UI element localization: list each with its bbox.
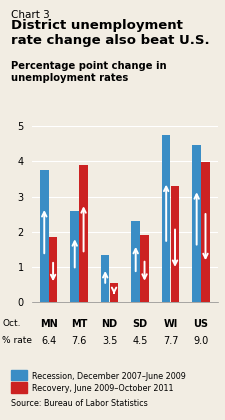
Bar (49, 237, 57, 302)
Text: % rate: % rate (2, 336, 32, 345)
Text: District unemployment
rate change also beat U.S.: District unemployment rate change also b… (11, 19, 210, 47)
Text: Chart 3: Chart 3 (11, 10, 50, 21)
Text: MT: MT (71, 319, 87, 329)
Bar (101, 255, 110, 302)
Bar (40, 170, 49, 302)
Text: 9.0: 9.0 (194, 336, 209, 346)
Text: SD: SD (133, 319, 148, 329)
Text: Source: Bureau of Labor Statistics: Source: Bureau of Labor Statistics (11, 399, 148, 408)
Text: Percentage point change in
unemployment rates: Percentage point change in unemployment … (11, 61, 167, 83)
Text: 7.6: 7.6 (72, 336, 87, 346)
Text: MN: MN (40, 319, 58, 329)
Bar (162, 135, 171, 302)
Bar (171, 186, 179, 302)
Bar (70, 211, 79, 302)
Bar (110, 283, 118, 302)
Bar (140, 235, 149, 302)
Bar (79, 165, 88, 302)
Text: WI: WI (164, 319, 178, 329)
Bar (201, 162, 210, 302)
Text: 6.4: 6.4 (41, 336, 56, 346)
Text: 3.5: 3.5 (102, 336, 117, 346)
Text: Recession, December 2007–June 2009: Recession, December 2007–June 2009 (32, 372, 185, 381)
Text: Oct.: Oct. (2, 319, 21, 328)
Text: 4.5: 4.5 (133, 336, 148, 346)
Text: Recovery, June 2009–October 2011: Recovery, June 2009–October 2011 (32, 384, 173, 393)
Bar (131, 221, 140, 302)
Text: ND: ND (101, 319, 118, 329)
Text: 7.7: 7.7 (163, 336, 178, 346)
Bar (192, 145, 201, 302)
Text: US: US (194, 319, 209, 329)
